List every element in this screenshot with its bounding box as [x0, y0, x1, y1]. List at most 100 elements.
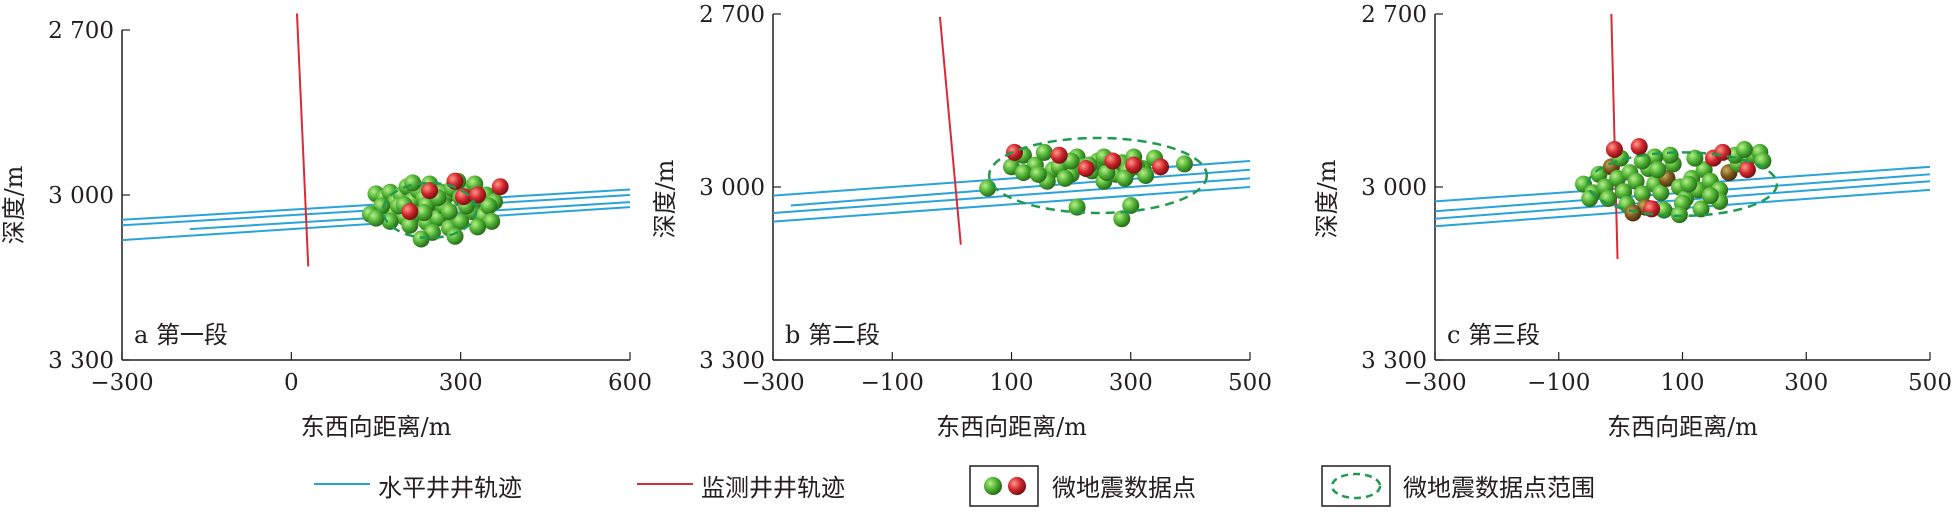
x-tick-label: −300 [741, 370, 804, 396]
event-range-ellipse [987, 136, 1209, 215]
legend-range-swatch-box [1321, 465, 1391, 507]
x-tick-label: 300 [1784, 370, 1828, 396]
legend-event-green-swatch [984, 477, 1002, 495]
event-point-red [1077, 160, 1095, 178]
legend: 水平井井轨迹 监测井井轨迹 微地震数据点 微地震数据点范围 [314, 465, 1595, 507]
horizontal-well-line [772, 186, 1251, 223]
event-point-green [480, 197, 498, 215]
event-point-green [1735, 141, 1753, 159]
event-point-green [483, 212, 501, 230]
event-point-green [1661, 146, 1679, 164]
event-point-green [1014, 164, 1032, 182]
y-axis-label: 深度/m [0, 165, 28, 244]
x-tick-label: −100 [1527, 370, 1590, 396]
event-point-green [1590, 165, 1608, 183]
event-point-green [1137, 166, 1155, 184]
event-point-green [367, 209, 385, 227]
event-point-green [440, 203, 458, 220]
y-tick-label: 3 300 [699, 348, 765, 374]
event-point-green [1692, 200, 1710, 218]
event-point-green [1581, 190, 1599, 208]
event-point-red [1125, 156, 1143, 174]
event-point-red [1050, 146, 1068, 164]
event-point-red [1738, 161, 1756, 179]
horizontal-well-line [772, 160, 1251, 197]
event-point-green [1113, 210, 1131, 228]
event-point-green [1627, 172, 1645, 190]
event-point-green [469, 218, 487, 236]
y-tick-label: 2 700 [1361, 2, 1427, 28]
event-point-red [469, 186, 487, 204]
chart-panel-1: −300 0 300 600 2 700 3 000 3 300 东西向距离/m 深度/m a 第… [0, 13, 652, 441]
event-point-red [491, 178, 509, 196]
event-point-green [1029, 165, 1047, 183]
y-tick-label: 3 300 [48, 348, 114, 374]
x-tick-label: −300 [90, 370, 153, 396]
event-point-green [412, 230, 430, 248]
event-point-green [979, 179, 997, 197]
x-tick-label: 500 [1908, 370, 1952, 396]
event-point-green [1175, 155, 1193, 173]
y-tick-label: 3 000 [48, 183, 114, 209]
event-point-green [381, 212, 399, 230]
event-point-green [1701, 187, 1719, 205]
horizontal-well-line [790, 168, 1251, 207]
event-point-green [1056, 169, 1074, 187]
x-tick-label: 0 [284, 370, 299, 396]
x-tick-label: −100 [861, 370, 924, 396]
event-point-red [454, 188, 472, 206]
x-tick-label: 300 [439, 370, 483, 396]
panel-label: b 第二段 [785, 321, 880, 349]
x-tick-label: 500 [1228, 370, 1272, 396]
x-tick-label: −300 [1403, 370, 1466, 396]
legend-horizontal-well-label: 水平井井轨迹 [378, 474, 522, 502]
event-point-green [446, 227, 464, 245]
legend-events-swatch-box [969, 465, 1039, 507]
event-point-red [1630, 138, 1648, 156]
event-point-green [1649, 161, 1667, 179]
panel-label: c 第三段 [1447, 321, 1540, 349]
event-point-red [421, 182, 439, 200]
event-point-red [401, 203, 419, 220]
legend-event-red-swatch [1008, 477, 1026, 495]
y-axis-label: 深度/m [1313, 159, 1341, 238]
legend-monitor-well-label: 监测井井轨迹 [701, 474, 845, 502]
monitor-well-line [938, 16, 962, 245]
x-tick-label: 100 [1661, 370, 1705, 396]
event-point-green [1122, 196, 1140, 214]
y-tick-label: 2 700 [48, 18, 114, 44]
event-point-red [1152, 158, 1170, 176]
chart-panel-2: −300 −100 100 300 500 2 700 3 000 3 300 东西向距离/m 深… [651, 2, 1272, 441]
legend-range-label: 微地震数据点范围 [1403, 474, 1595, 502]
y-tick-label: 3 000 [699, 175, 765, 201]
event-point-red [1605, 141, 1623, 159]
y-tick-label: 2 700 [699, 2, 765, 28]
x-axis-label: 东西向距离/m [1607, 413, 1758, 441]
panel-label: a 第一段 [134, 321, 228, 349]
event-point-green [1035, 143, 1053, 161]
event-point-green [1624, 204, 1642, 222]
chart-panel-3: −300 −100 100 300 500 2 700 3 000 3 300 东西向距离/m 深… [1313, 2, 1952, 441]
monitor-well-line [295, 13, 310, 267]
event-point-green [1116, 169, 1134, 187]
event-point-green [1633, 185, 1651, 203]
horizontal-well-line [772, 177, 1251, 214]
event-point-green [1615, 183, 1633, 201]
event-point-green [452, 212, 470, 230]
y-tick-label: 3 000 [1361, 175, 1427, 201]
event-point-red [1104, 152, 1122, 170]
y-tick-label: 3 300 [1361, 348, 1427, 374]
x-axis-label: 东西向距离/m [936, 413, 1087, 441]
event-point-green [415, 204, 433, 222]
event-point-red [1714, 143, 1732, 161]
x-axis-label: 东西向距离/m [301, 413, 452, 441]
x-tick-label: 600 [608, 370, 652, 396]
event-point-red [1005, 143, 1023, 161]
event-point-green [1652, 184, 1670, 202]
x-tick-label: 100 [990, 370, 1034, 396]
legend-events-label: 微地震数据点 [1052, 474, 1196, 502]
x-tick-label: 300 [1109, 370, 1153, 396]
legend-range-swatch [1330, 472, 1382, 500]
monitor-well-line [1610, 13, 1619, 260]
